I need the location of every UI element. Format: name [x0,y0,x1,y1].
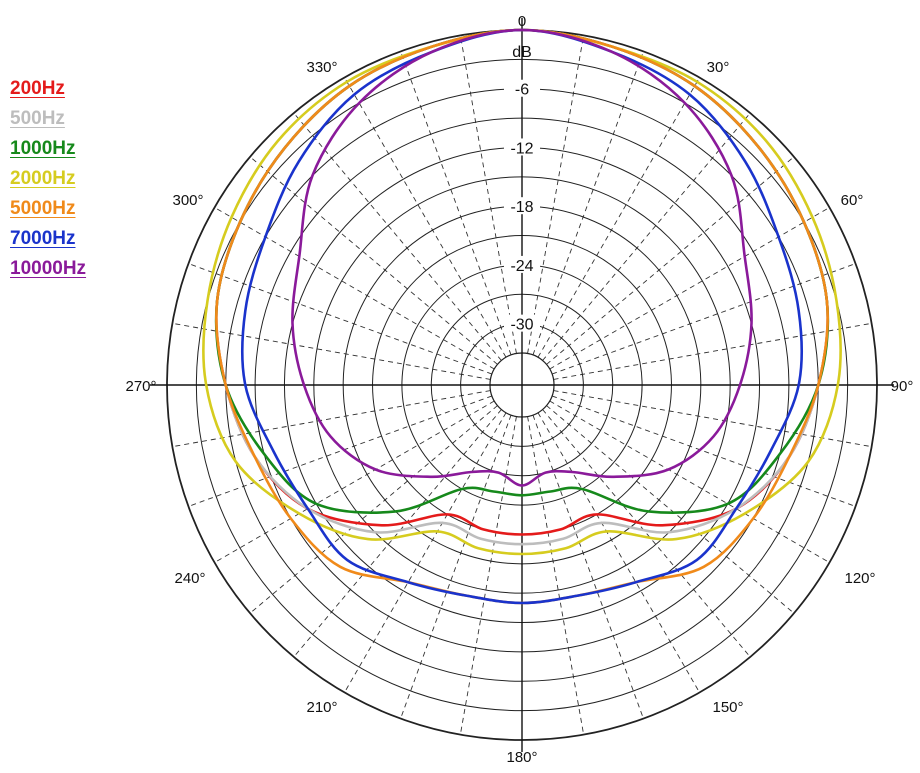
grid-spoke [527,416,585,735]
grid-spoke [549,207,830,370]
series-line-10000hz [291,28,753,487]
grid-spoke [400,414,512,719]
legend-item-200hz: 200Hz [10,78,65,99]
grid-spoke [537,412,700,693]
legend-item-500hz: 500Hz [10,108,65,129]
legend-item-1000hz: 1000Hz [10,138,76,159]
legend-item-10000hz: 10000Hz [10,258,87,279]
units-label: dB [512,44,532,61]
legend-item-2000hz: 2000Hz [10,168,76,189]
angle-tick-label: 240° [174,570,205,587]
db-tick-label: -18 [510,199,533,216]
grid-spoke [344,77,507,358]
grid-spoke [537,77,700,358]
polar-grid [150,18,894,752]
angle-tick-label: 0 [518,13,526,30]
angle-tick-label: 180° [506,749,537,766]
db-tick-bg [504,197,540,215]
db-tick-bg [504,255,540,273]
grid-spoke [546,156,795,365]
db-tick-label: -30 [510,317,533,334]
grid-spoke [459,416,517,735]
db-tick-bg [504,138,540,156]
grid-spoke [188,263,493,375]
grid-spoke [549,400,830,563]
axis-labels: dB 0 30° 60° 90° 120° 150° 180° 210° 240° 270° 300… [125,13,913,766]
db-tick-label: -6 [515,82,529,99]
db-tick-bg [504,79,540,97]
grid-spoke [344,412,507,693]
angle-tick-label: 300° [172,192,203,209]
db-tick-label: -12 [510,140,533,157]
grid-spoke [532,414,644,719]
angle-tick-label: 60° [841,192,864,209]
series-line-7000hz [240,28,804,605]
angle-tick-label: 150° [712,699,743,716]
series-layer [202,28,842,605]
legend-item-5000hz: 5000Hz [10,198,76,219]
legend-item-7000hz: 7000Hz [10,228,76,249]
angle-tick-label: 120° [844,570,875,587]
angle-tick-label: 90° [891,378,914,395]
angle-tick-label: 30° [707,59,730,76]
grid-spoke [214,400,495,563]
grid-spoke [532,51,644,356]
db-tick-bg [504,314,540,332]
grid-spoke [400,51,512,356]
grid-spoke [214,207,495,370]
series-line-2000hz [202,28,842,556]
grid-spoke [546,405,795,614]
grid-spoke [249,405,498,614]
angle-tick-label: 270° [125,378,156,395]
angle-tick-label: 330° [306,59,337,76]
legend: 200Hz 500Hz 1000Hz 2000Hz 5000Hz 7000Hz … [10,74,86,284]
angle-tick-label: 210° [306,699,337,716]
db-tick-label: -24 [510,258,533,275]
grid-spoke [551,263,856,375]
grid-spoke [249,156,498,365]
